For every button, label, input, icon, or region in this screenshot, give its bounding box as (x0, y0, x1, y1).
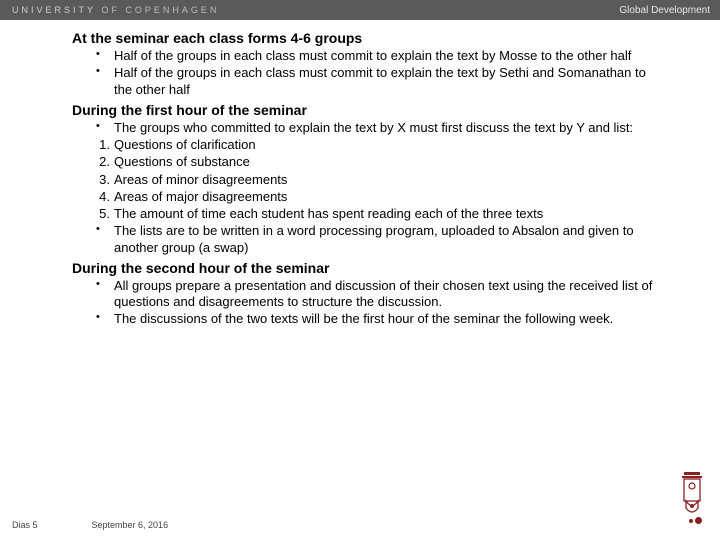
section-3-title: During the second hour of the seminar (72, 260, 660, 276)
slide-content: At the seminar each class forms 4-6 grou… (0, 20, 720, 328)
list-item: The amount of time each student has spen… (96, 206, 660, 222)
section-1-title: At the seminar each class forms 4-6 grou… (72, 30, 660, 46)
header-course-title: Global Development (619, 5, 710, 16)
section-2-bullets-bottom: The lists are to be written in a word pr… (72, 223, 660, 256)
footer: Dias 5 September 6, 2016 (0, 520, 720, 530)
section-2-numbered: Questions of clarification Questions of … (72, 137, 660, 222)
list-item: Areas of minor disagreements (96, 172, 660, 188)
list-item: The groups who committed to explain the … (96, 120, 660, 136)
header-bar: UNIVERSITY OF COPENHAGEN Global Developm… (0, 0, 720, 20)
slide-number: Dias 5 (12, 520, 38, 530)
list-item: Half of the groups in each class must co… (96, 48, 660, 64)
footer-date: September 6, 2016 (92, 520, 169, 530)
list-item: All groups prepare a presentation and di… (96, 278, 660, 311)
list-item: Questions of clarification (96, 137, 660, 153)
list-item: Areas of major disagreements (96, 189, 660, 205)
section-1-bullets: Half of the groups in each class must co… (72, 48, 660, 98)
univ-word-3: COPENHAGEN (125, 5, 219, 15)
list-item: The lists are to be written in a word pr… (96, 223, 660, 256)
univ-word-2: OF (101, 5, 120, 15)
univ-word-1: UNIVERSITY (12, 5, 96, 15)
section-2-bullets-top: The groups who committed to explain the … (72, 120, 660, 136)
list-item: Questions of substance (96, 154, 660, 170)
section-2-title: During the first hour of the seminar (72, 102, 660, 118)
section-3-bullets: All groups prepare a presentation and di… (72, 278, 660, 328)
list-item: The discussions of the two texts will be… (96, 311, 660, 327)
list-item: Half of the groups in each class must co… (96, 65, 660, 98)
university-name: UNIVERSITY OF COPENHAGEN (12, 5, 219, 15)
